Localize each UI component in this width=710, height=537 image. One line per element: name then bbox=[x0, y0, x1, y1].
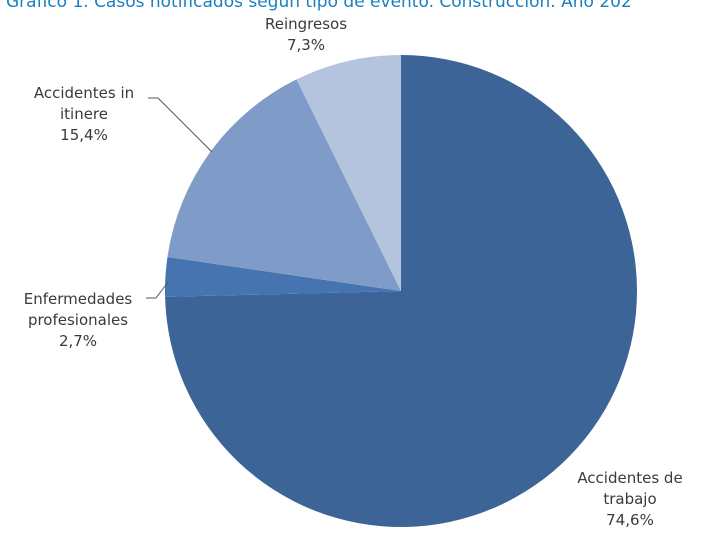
leader-line-2 bbox=[146, 281, 169, 299]
slice-name-line: Enfermedades bbox=[24, 290, 133, 308]
slice-percent: 2,7% bbox=[59, 332, 97, 350]
slice-name-line: Accidentes de bbox=[577, 469, 682, 487]
pie-slice-1 bbox=[165, 55, 637, 527]
slice-label-2: Enfermedades profesionales 2,7% bbox=[24, 290, 133, 350]
slice-label-4: Reingresos 7,3% bbox=[265, 15, 347, 54]
slice-percent: 7,3% bbox=[287, 36, 325, 54]
pie-slice-4 bbox=[296, 55, 401, 291]
chart-title: Gráfico 1. Casos notificados según tipo … bbox=[6, 0, 632, 12]
pie-slice-3 bbox=[167, 79, 401, 291]
leader-line-3 bbox=[148, 97, 213, 153]
slice-percent: 74,6% bbox=[606, 511, 654, 529]
slice-name-line: Reingresos bbox=[265, 15, 347, 33]
slice-name-line: profesionales bbox=[28, 311, 128, 329]
slice-label-3: Accidentes in itinere 15,4% bbox=[34, 84, 134, 144]
slice-name-line: Accidentes in bbox=[34, 84, 134, 102]
pie-slice-2 bbox=[165, 257, 401, 297]
slice-percent: 15,4% bbox=[60, 126, 108, 144]
slice-name-line: itinere bbox=[60, 105, 108, 123]
slice-name-line: trabajo bbox=[603, 490, 656, 508]
slice-label-1: Accidentes de trabajo 74,6% bbox=[577, 469, 682, 529]
